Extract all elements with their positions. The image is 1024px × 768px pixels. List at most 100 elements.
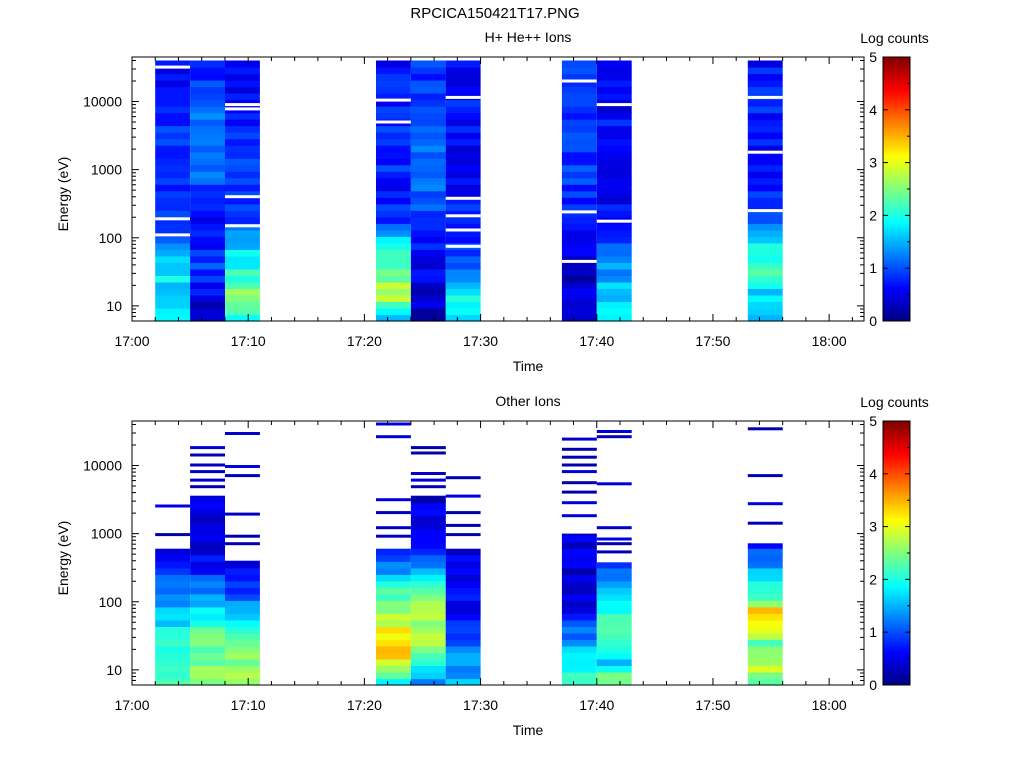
spectrogram-cell [747,203,783,211]
spectrogram-cell [596,171,632,179]
colorbar-cell [883,623,910,627]
spectrogram-cell [445,645,481,653]
spectrogram-cell [190,86,225,94]
spectrogram-cell [596,80,632,88]
x-tick-label: 17:40 [579,333,614,349]
data-column [561,60,597,322]
x-tick-label: 18:00 [812,333,847,349]
spectrogram-cell [445,158,481,166]
data-gap [225,107,260,111]
colorbar-cell [883,208,910,212]
spectrogram-cell [747,593,783,601]
data-column [747,60,783,322]
colorbar-cell [883,316,910,320]
spectrogram-cell [596,86,632,94]
colorbar-cell [883,312,910,315]
colorbar-tick-label: 4 [869,102,877,118]
spectrogram-cell [561,151,597,159]
spectrogram-cell [225,281,260,289]
colorbar-cell [883,290,910,293]
colorbar-cell [883,217,910,221]
spectrogram-cell [596,580,632,588]
spectrogram-cell [225,125,260,133]
colorbar-cell [883,279,910,282]
colorbar-cell [883,603,910,607]
colorbar-cell [883,616,910,620]
colorbar-cell [883,669,910,673]
spectrogram-cell [596,314,632,322]
spectrogram-cell [561,548,597,556]
spectrogram-cell [190,314,225,322]
colorbar-cell [883,495,910,499]
spectrogram-cell [410,171,446,179]
colorbar-cell [883,652,910,655]
spectrogram-cell [747,281,783,289]
colorbar-cell [883,542,910,545]
spectrogram-cell [747,99,783,107]
spectrogram-cell [190,658,225,666]
data-column [155,504,191,686]
colorbar-cell [883,506,910,510]
spectrogram-cell [561,541,597,549]
spectrogram-cell [155,587,191,595]
colorbar-cell [883,440,910,444]
spectrogram-cell [410,639,446,647]
spectrogram-cell [155,580,191,588]
colorbar-cell [883,632,910,635]
spectrogram-cell [190,535,225,543]
figure-title: RPCICA150421T17.PNG [410,5,580,22]
spectrogram-cell [596,619,632,627]
spectrogram-cell [445,561,481,569]
count-line [747,502,783,506]
spectrogram-cell [376,138,411,146]
spectrogram-cell [410,678,446,686]
colorbar-cell [883,592,910,596]
colorbar-cell [883,680,910,684]
data-column [190,446,225,686]
spectrogram-cell [410,268,446,276]
spectrogram-cell [747,184,783,192]
spectrogram-cell [445,567,481,575]
data-gap [747,209,783,213]
spectrogram-cell [747,288,783,296]
colorbar-tick-label: 5 [869,413,877,429]
spectrogram-cell [561,574,597,582]
count-line [445,533,481,537]
spectrogram-cell [445,548,481,556]
spectrogram-cell [445,60,481,68]
spectrogram-cell [410,190,446,198]
colorbar-cell [883,255,910,258]
spectrogram-cell [596,145,632,153]
colorbar-cell [883,619,910,622]
colorbar-cell [883,427,910,431]
spectrogram-cell [376,275,411,283]
colorbar-cell [883,59,910,62]
colorbar-cell [883,515,910,519]
colorbar-cell [883,500,910,503]
spectrogram-cell [190,606,225,614]
spectrogram-cell [561,288,597,296]
spectrogram-cell [445,177,481,185]
spectrogram-cell [561,80,597,88]
colorbar-cell [883,678,910,682]
spectrogram-cell [225,672,260,680]
colorbar-cell [883,261,910,265]
spectrogram-cell [596,210,632,218]
spectrogram-cell [747,223,783,231]
spectrogram-cell [445,639,481,647]
colorbar-cell [883,504,910,508]
spectrogram-cell [445,255,481,263]
colorbar-cell [883,57,910,60]
colorbar-cell [883,79,910,82]
data-gap [445,228,481,232]
spectrogram-cell [225,275,260,283]
spectrogram-cell [445,112,481,120]
spectrogram-cell [190,112,225,120]
count-line [747,474,783,478]
count-line [561,490,597,494]
spectrogram-cell [445,106,481,114]
colorbar-cell [883,548,910,552]
spectrogram-cell [445,262,481,270]
colorbar-cell [883,140,910,144]
